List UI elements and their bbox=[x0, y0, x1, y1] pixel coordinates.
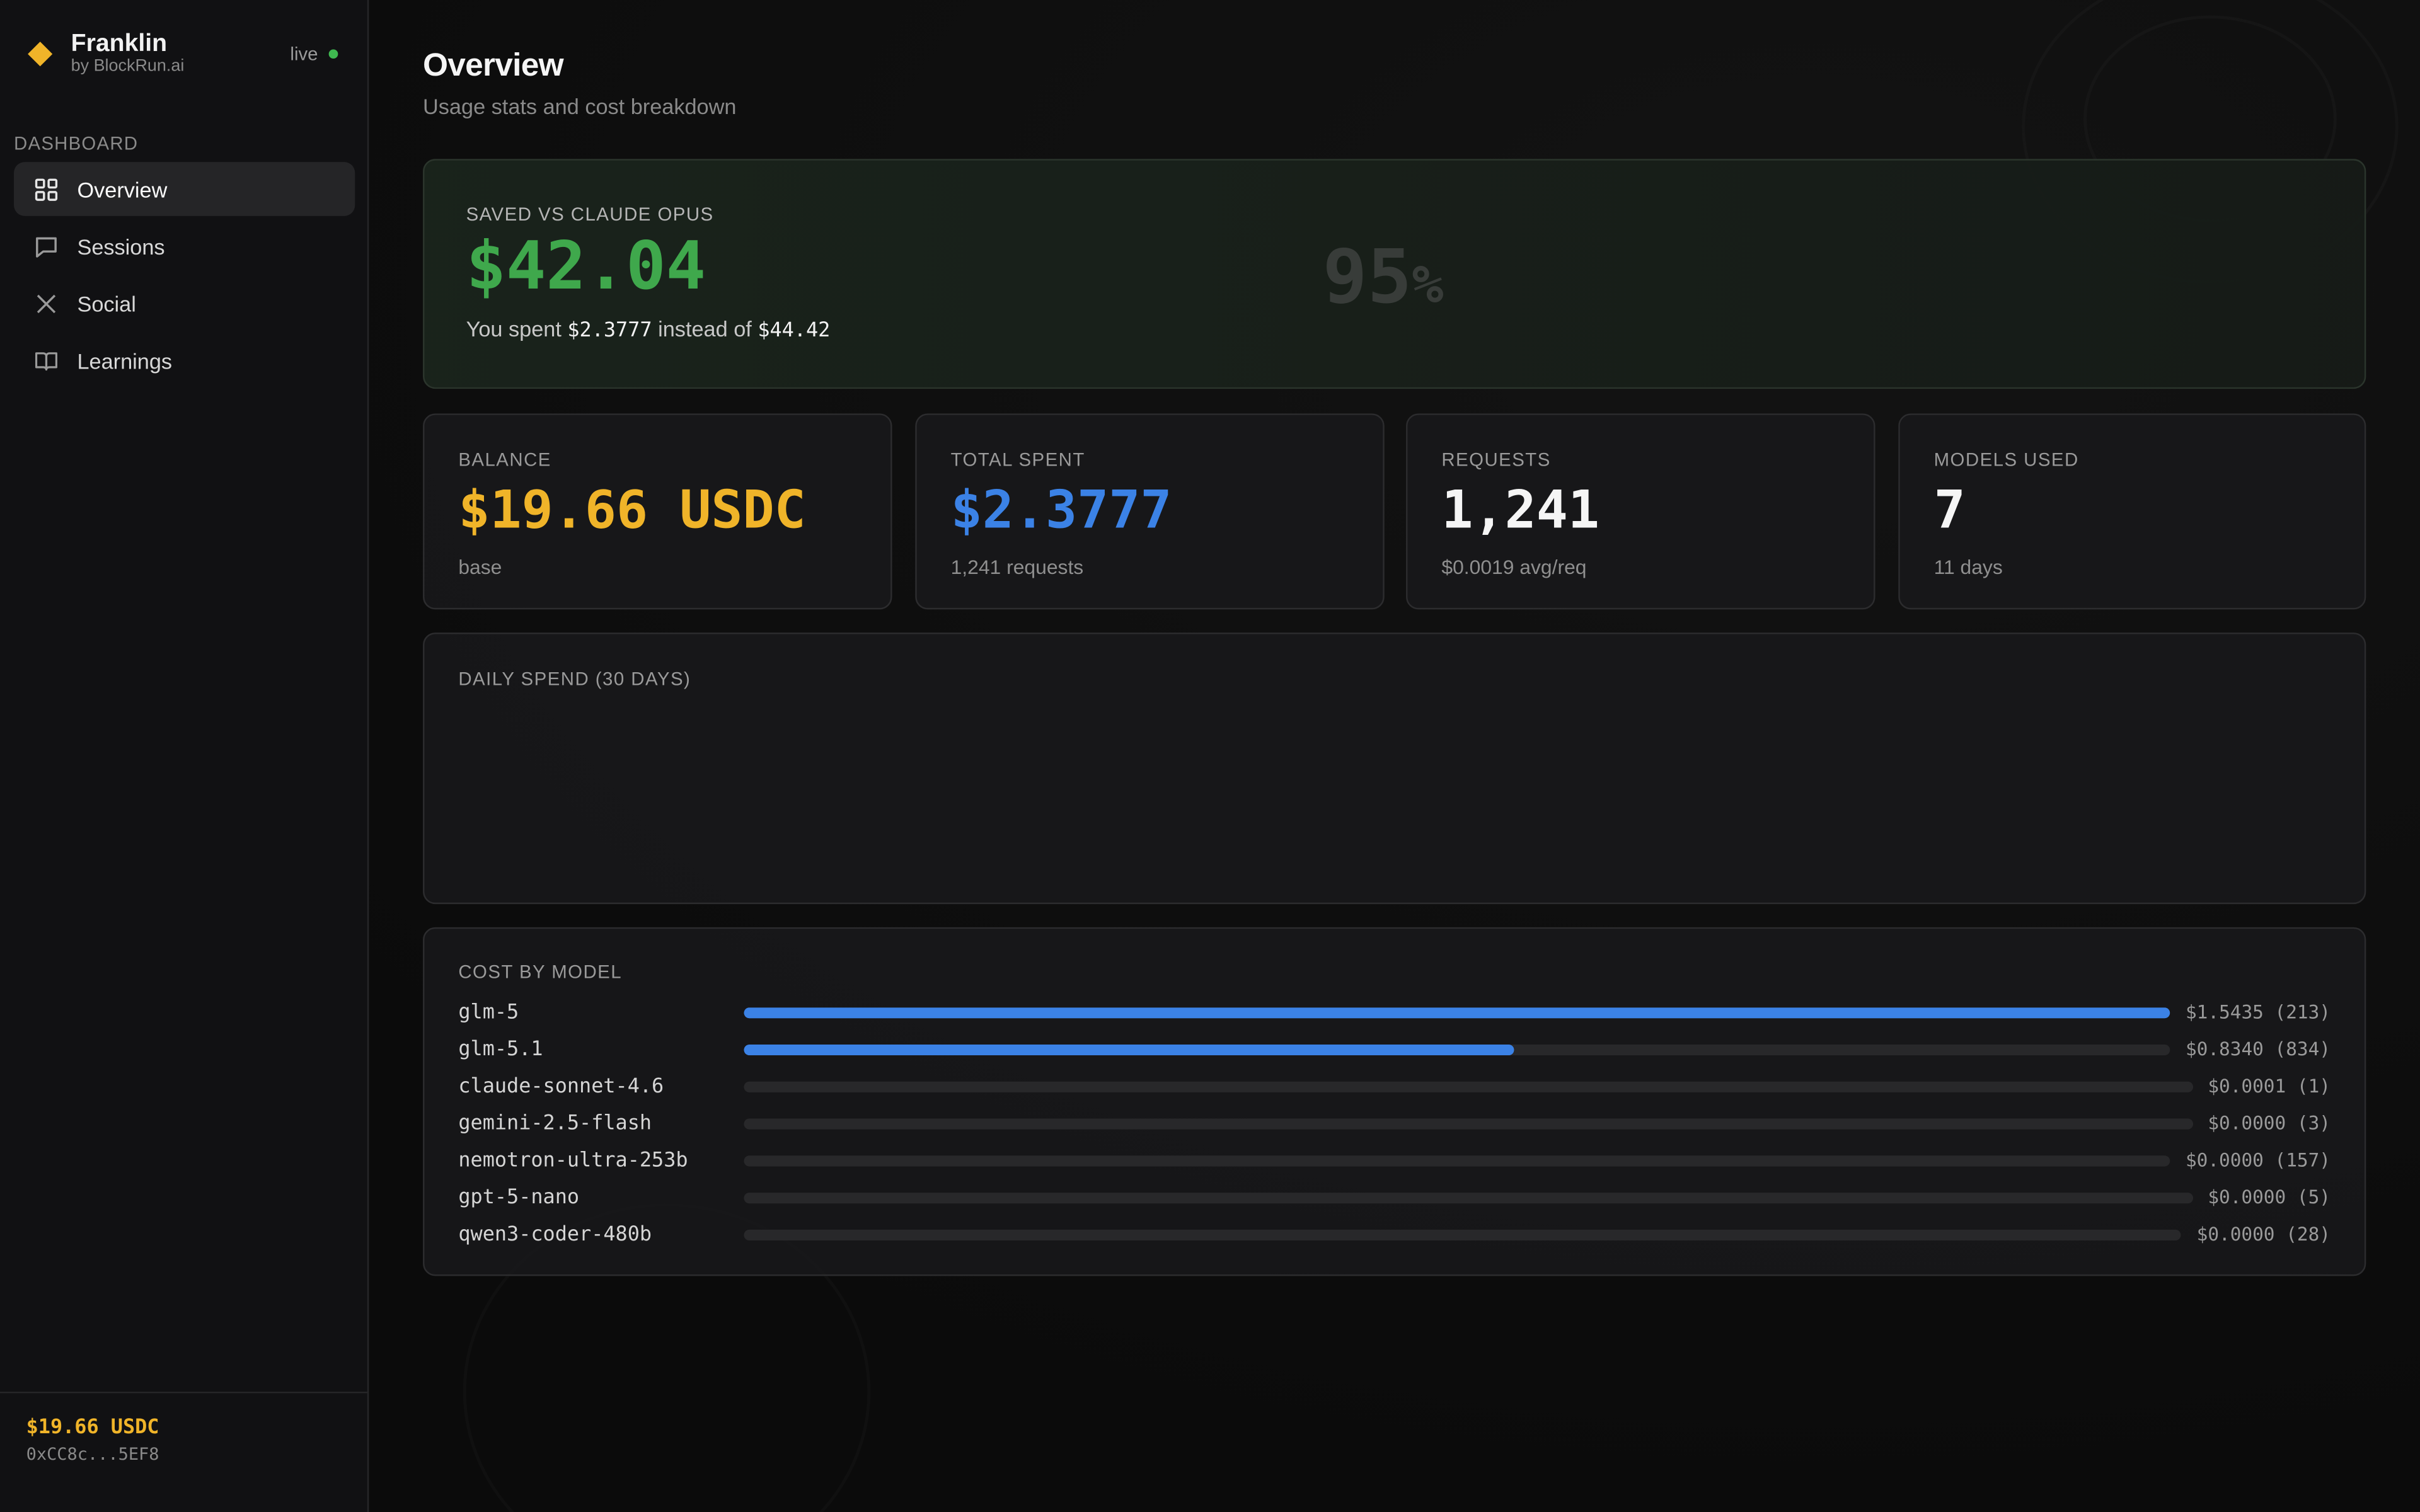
cost-row: gemini-2.5-flash $0.0000 (3) bbox=[458, 1104, 2331, 1142]
stat-value: $2.3777 bbox=[950, 479, 1172, 542]
savings-card: SAVED VS CLAUDE OPUS $42.04 95% You spen… bbox=[423, 159, 2366, 389]
model-cost: $0.8340 (834) bbox=[2185, 1038, 2331, 1060]
stat-value: 1,241 bbox=[1441, 479, 1600, 542]
cost-row: glm-5 $1.5435 (213) bbox=[458, 994, 2331, 1031]
savings-note-prefix: You spent bbox=[466, 316, 562, 341]
cost-row: claude-sonnet-4.6 $0.0001 (1) bbox=[458, 1068, 2331, 1105]
brand-name: Franklin bbox=[71, 30, 168, 57]
stat-label: TOTAL SPENT bbox=[950, 449, 1085, 471]
cost-bar-track bbox=[744, 1191, 2192, 1203]
cost-bar-fill bbox=[744, 1006, 2170, 1018]
cost-bar-track bbox=[744, 1228, 2182, 1240]
model-cost: $0.0000 (157) bbox=[2185, 1149, 2331, 1171]
cost-row: gpt-5-nano $0.0000 (5) bbox=[458, 1179, 2331, 1216]
wallet-footer: $19.66 USDC 0xCC8c...5EF8 bbox=[0, 1391, 367, 1512]
model-cost: $0.0000 (3) bbox=[2208, 1112, 2331, 1135]
savings-note-mid: instead of bbox=[658, 316, 752, 341]
stat-sub: 1,241 requests bbox=[950, 555, 1084, 579]
savings-spent: $2.3777 bbox=[567, 319, 652, 343]
wallet-address[interactable]: 0xCC8c...5EF8 bbox=[26, 1444, 159, 1465]
savings-percent-unit: % bbox=[1412, 255, 1444, 317]
sidebar-item-learnings[interactable]: Learnings bbox=[14, 333, 355, 387]
cost-bar-track bbox=[744, 1006, 2170, 1018]
cost-bar-fill bbox=[744, 1043, 1514, 1055]
sidebar-item-social[interactable]: Social bbox=[14, 276, 355, 330]
sidebar-nav: Overview Sessions Social bbox=[14, 162, 355, 390]
chat-icon bbox=[34, 234, 59, 258]
model-name: gpt-5-nano bbox=[458, 1186, 580, 1209]
book-icon bbox=[34, 348, 59, 372]
model-cost: $0.0000 (28) bbox=[2196, 1223, 2331, 1246]
cost-by-model-label: COST BY MODEL bbox=[458, 961, 623, 983]
stat-card-total-spent: TOTAL SPENT $2.3777 1,241 requests bbox=[915, 413, 1385, 610]
savings-amount: $42.04 bbox=[466, 228, 706, 306]
sidebar-section-title: DASHBOARD bbox=[14, 132, 139, 154]
live-status-dot-icon bbox=[328, 49, 338, 59]
daily-spend-label: DAILY SPEND (30 DAYS) bbox=[458, 668, 691, 690]
cost-row: nemotron-ultra-253b $0.0000 (157) bbox=[458, 1142, 2331, 1179]
stat-card-requests: REQUESTS 1,241 $0.0019 avg/req bbox=[1406, 413, 1876, 610]
daily-spend-card: DAILY SPEND (30 DAYS) bbox=[423, 633, 2366, 905]
stat-card-balance: BALANCE $19.66 USDC base bbox=[423, 413, 892, 610]
stat-label: MODELS USED bbox=[1933, 449, 2079, 471]
stat-label: REQUESTS bbox=[1441, 449, 1551, 471]
stat-sub: base bbox=[458, 555, 502, 579]
model-cost: $0.0000 (5) bbox=[2208, 1186, 2331, 1208]
savings-percent-value: 95 bbox=[1322, 234, 1412, 321]
live-status-label: live bbox=[290, 43, 318, 65]
sidebar-item-overview[interactable]: Overview bbox=[14, 162, 355, 216]
model-name: gemini-2.5-flash bbox=[458, 1111, 652, 1135]
wallet-balance: $19.66 USDC bbox=[26, 1416, 159, 1440]
stat-value: $19.66 USDC bbox=[458, 479, 806, 542]
grid-icon bbox=[34, 176, 59, 201]
model-name: nemotron-ultra-253b bbox=[458, 1148, 688, 1172]
brand-subtitle: by BlockRun.ai bbox=[71, 57, 185, 76]
brand[interactable]: Franklin by BlockRun.ai bbox=[28, 31, 184, 77]
cost-row: glm-5.1 $0.8340 (834) bbox=[458, 1031, 2331, 1068]
sidebar-item-label: Social bbox=[77, 290, 136, 316]
cost-bar-track bbox=[744, 1043, 2170, 1055]
model-cost: $0.0001 (1) bbox=[2208, 1075, 2331, 1097]
cost-bar-track bbox=[744, 1080, 2192, 1092]
sidebar-item-label: Overview bbox=[77, 176, 168, 202]
stat-label: BALANCE bbox=[458, 449, 551, 471]
model-cost: $1.5435 (213) bbox=[2185, 1001, 2331, 1023]
sidebar-item-sessions[interactable]: Sessions bbox=[14, 219, 355, 273]
page-title: Overview bbox=[423, 47, 564, 84]
diamond-logo-icon bbox=[28, 42, 53, 67]
stat-card-models-used: MODELS USED 7 11 days bbox=[1898, 413, 2366, 610]
cost-row: qwen3-coder-480b $0.0000 (28) bbox=[458, 1216, 2331, 1253]
model-name: claude-sonnet-4.6 bbox=[458, 1074, 664, 1098]
savings-opus-cost: $44.42 bbox=[758, 319, 831, 343]
savings-note: You spent $2.3777 instead of $44.42 bbox=[466, 316, 831, 343]
stat-sub: $0.0019 avg/req bbox=[1441, 555, 1587, 579]
cost-by-model-card: COST BY MODEL glm-5 $1.5435 (213) glm-5.1 $… bbox=[423, 927, 2366, 1276]
model-name: glm-5 bbox=[458, 1000, 519, 1024]
savings-label: SAVED VS CLAUDE OPUS bbox=[466, 203, 714, 226]
page-subtitle: Usage stats and cost breakdown bbox=[423, 94, 737, 119]
sidebar: Franklin by BlockRun.ai live DASHBOARD O… bbox=[0, 0, 369, 1512]
live-status: live bbox=[290, 43, 338, 65]
cost-bar-track bbox=[744, 1118, 2192, 1129]
sidebar-item-label: Learnings bbox=[77, 348, 173, 373]
model-name: glm-5.1 bbox=[458, 1037, 543, 1061]
x-logo-icon bbox=[34, 291, 59, 316]
model-name: qwen3-coder-480b bbox=[458, 1222, 652, 1246]
sidebar-item-label: Sessions bbox=[77, 234, 165, 259]
stat-value: 7 bbox=[1933, 479, 1966, 542]
savings-percent: 95% bbox=[1323, 234, 1444, 321]
stat-sub: 11 days bbox=[1933, 555, 2003, 579]
cost-bar-track bbox=[744, 1155, 2170, 1166]
cost-by-model-list: glm-5 $1.5435 (213) glm-5.1 $0.8340 (834) cl… bbox=[458, 994, 2331, 1252]
